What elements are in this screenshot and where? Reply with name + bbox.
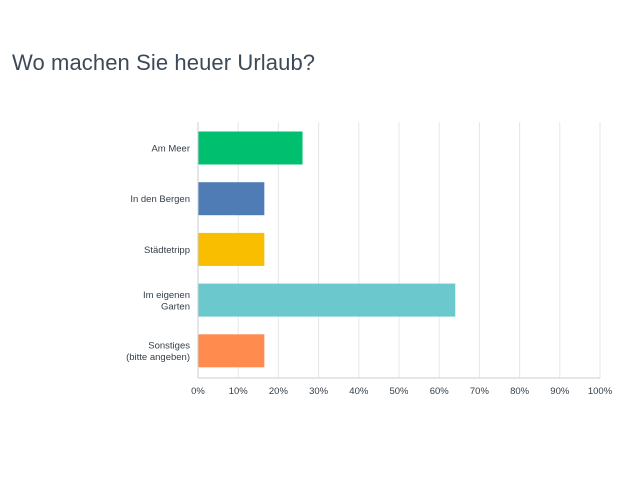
bar <box>198 131 303 165</box>
category-label: (bitte angeben) <box>126 352 190 363</box>
x-tick-labels: 0% 10% 20% 30% 40% 50% 60% 70% 80% 90% 100% <box>191 386 613 397</box>
x-tick-label: 100% <box>588 386 613 397</box>
x-tick-label: 0% <box>191 386 205 397</box>
grid-lines <box>237 122 601 378</box>
x-tick-label: 30% <box>309 386 329 397</box>
bars <box>198 131 456 368</box>
chart-title: Wo machen Sie heuer Urlaub? <box>12 50 316 75</box>
x-tick-label: 50% <box>389 386 409 397</box>
category-label: Sonstiges <box>148 341 190 352</box>
bar <box>198 283 456 317</box>
bar <box>198 182 265 216</box>
category-label: Garten <box>161 301 190 312</box>
category-label: Am Meer <box>151 144 190 155</box>
x-tick-label: 60% <box>430 386 450 397</box>
bar <box>198 334 265 368</box>
x-tick-label: 70% <box>470 386 490 397</box>
category-labels: Am Meer In den Bergen Städtetripp Im eigene… <box>126 144 190 364</box>
x-tick-label: 80% <box>510 386 530 397</box>
category-label: Im eigenen <box>143 290 190 301</box>
x-tick-label: 10% <box>229 386 249 397</box>
x-tick-label: 20% <box>269 386 289 397</box>
category-label: Städtetripp <box>144 245 190 256</box>
category-label: In den Bergen <box>130 194 190 205</box>
bar <box>198 232 265 266</box>
x-tick-label: 40% <box>349 386 369 397</box>
x-tick-label: 90% <box>550 386 570 397</box>
